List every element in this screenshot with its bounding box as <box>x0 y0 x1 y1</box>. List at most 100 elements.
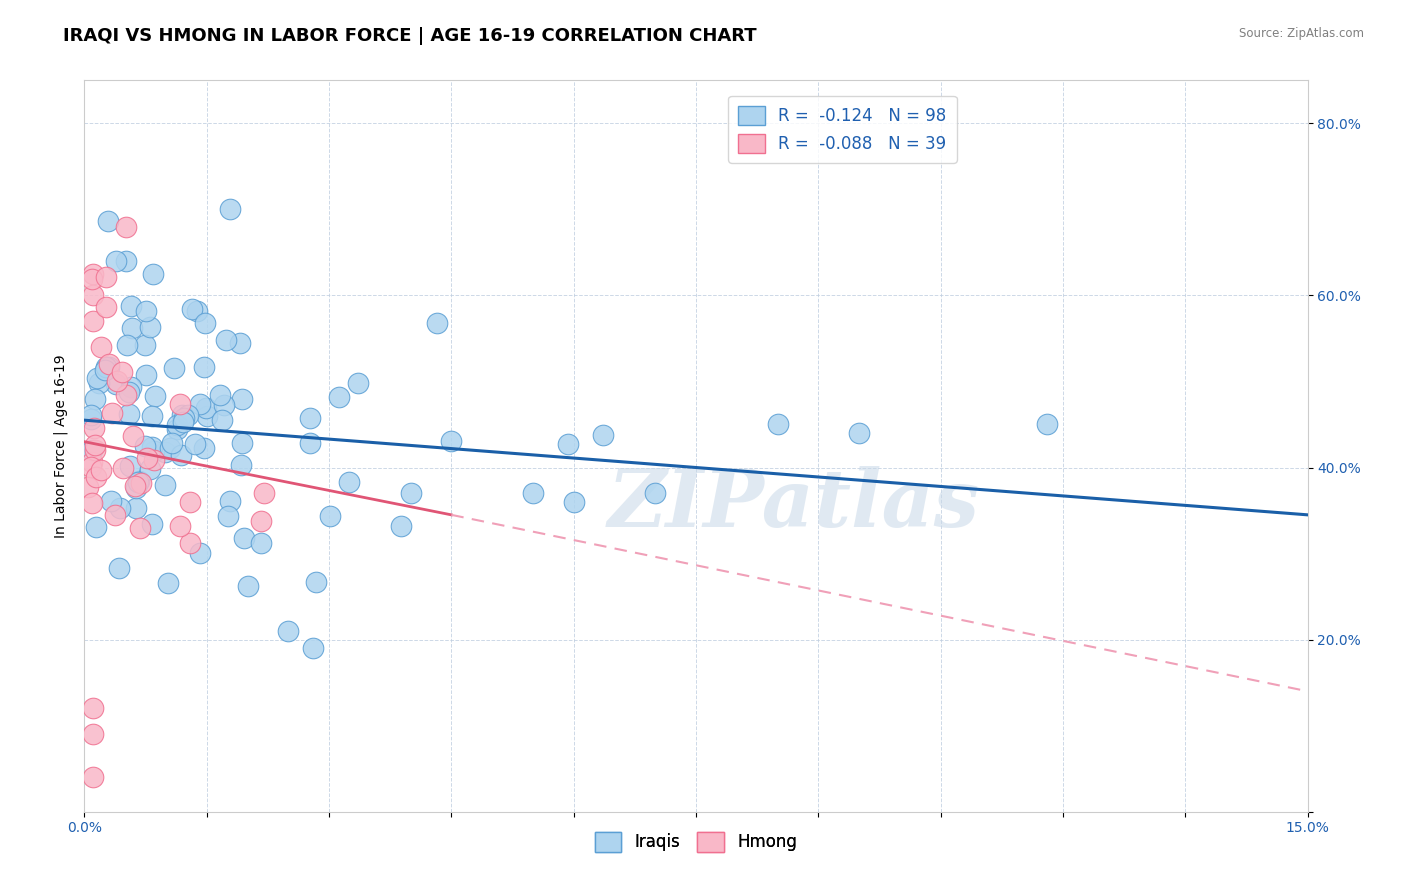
Point <box>190 397 212 411</box>
Point <box>120 459 142 474</box>
Point <box>219 202 242 217</box>
Point <box>141 516 163 531</box>
Point <box>80 443 103 458</box>
Point <box>179 495 201 509</box>
Point <box>94 360 117 375</box>
Point <box>111 365 134 379</box>
Point <box>89 376 111 390</box>
Point <box>177 408 200 422</box>
Point <box>105 375 128 389</box>
Point <box>141 409 163 423</box>
Point <box>82 701 104 715</box>
Point <box>193 359 215 374</box>
Point <box>217 509 239 524</box>
Point <box>134 338 156 352</box>
Point <box>166 422 188 436</box>
Point <box>142 444 165 458</box>
Point <box>96 301 118 315</box>
Point <box>129 475 152 490</box>
Point <box>135 304 157 318</box>
Point <box>186 304 208 318</box>
Point <box>90 340 112 354</box>
Point <box>83 421 105 435</box>
Point <box>104 254 127 268</box>
Point <box>115 219 138 234</box>
Point <box>128 475 150 489</box>
Point <box>557 436 579 450</box>
Point <box>118 407 141 421</box>
Point <box>111 461 134 475</box>
Point <box>142 267 165 281</box>
Point <box>125 481 148 495</box>
Point <box>337 475 360 489</box>
Point <box>121 320 143 334</box>
Point <box>172 415 194 429</box>
Point <box>214 333 236 347</box>
Point <box>115 338 138 352</box>
Point <box>80 272 103 286</box>
Point <box>181 301 204 316</box>
Point <box>84 520 107 534</box>
Point <box>229 336 252 351</box>
Point <box>250 514 273 528</box>
Text: Source: ZipAtlas.com: Source: ZipAtlas.com <box>1239 27 1364 40</box>
Point <box>107 561 129 575</box>
Point <box>100 494 122 508</box>
Point <box>301 641 323 656</box>
Point <box>170 448 193 462</box>
Point <box>77 480 100 494</box>
Point <box>169 397 191 411</box>
Text: IRAQI VS HMONG IN LABOR FORCE | AGE 16-19 CORRELATION CHART: IRAQI VS HMONG IN LABOR FORCE | AGE 16-1… <box>63 27 756 45</box>
Point <box>160 436 183 450</box>
Point <box>139 320 162 334</box>
Point <box>143 452 166 467</box>
Text: ZIPatlas: ZIPatlas <box>607 466 980 543</box>
Point <box>173 410 195 425</box>
Point <box>163 361 186 376</box>
Point <box>134 439 156 453</box>
Point <box>82 770 104 784</box>
Point <box>114 254 136 268</box>
Y-axis label: In Labor Force | Age 16-19: In Labor Force | Age 16-19 <box>53 354 67 538</box>
Point <box>305 575 328 590</box>
Point <box>1035 417 1057 432</box>
Point <box>120 380 142 394</box>
Point <box>80 460 103 475</box>
Point <box>120 299 142 313</box>
Point <box>108 501 131 516</box>
Point <box>127 475 149 489</box>
Point <box>218 494 240 508</box>
Point <box>319 509 342 524</box>
Point <box>194 316 217 330</box>
Point <box>82 288 104 302</box>
Point <box>141 440 163 454</box>
Point <box>83 438 105 452</box>
Point <box>82 314 104 328</box>
Point <box>195 401 218 415</box>
Point <box>114 388 136 402</box>
Point <box>82 727 104 741</box>
Point <box>80 408 103 422</box>
Point <box>184 436 207 450</box>
Point <box>231 436 253 450</box>
Point <box>84 392 107 406</box>
Legend: Iraqis, Hmong: Iraqis, Hmong <box>588 826 804 858</box>
Point <box>80 412 103 426</box>
Point <box>84 470 107 484</box>
Point <box>440 434 463 449</box>
Point <box>136 451 159 466</box>
Point <box>153 478 176 492</box>
Point <box>105 376 128 391</box>
Point <box>135 368 157 383</box>
Point <box>399 486 422 500</box>
Point <box>188 546 211 560</box>
Point <box>169 519 191 533</box>
Point <box>124 479 146 493</box>
Point <box>347 376 370 391</box>
Point <box>172 408 194 422</box>
Point <box>98 359 121 374</box>
Point <box>231 458 253 473</box>
Point <box>97 357 120 371</box>
Point <box>94 269 117 284</box>
Point <box>426 316 449 330</box>
